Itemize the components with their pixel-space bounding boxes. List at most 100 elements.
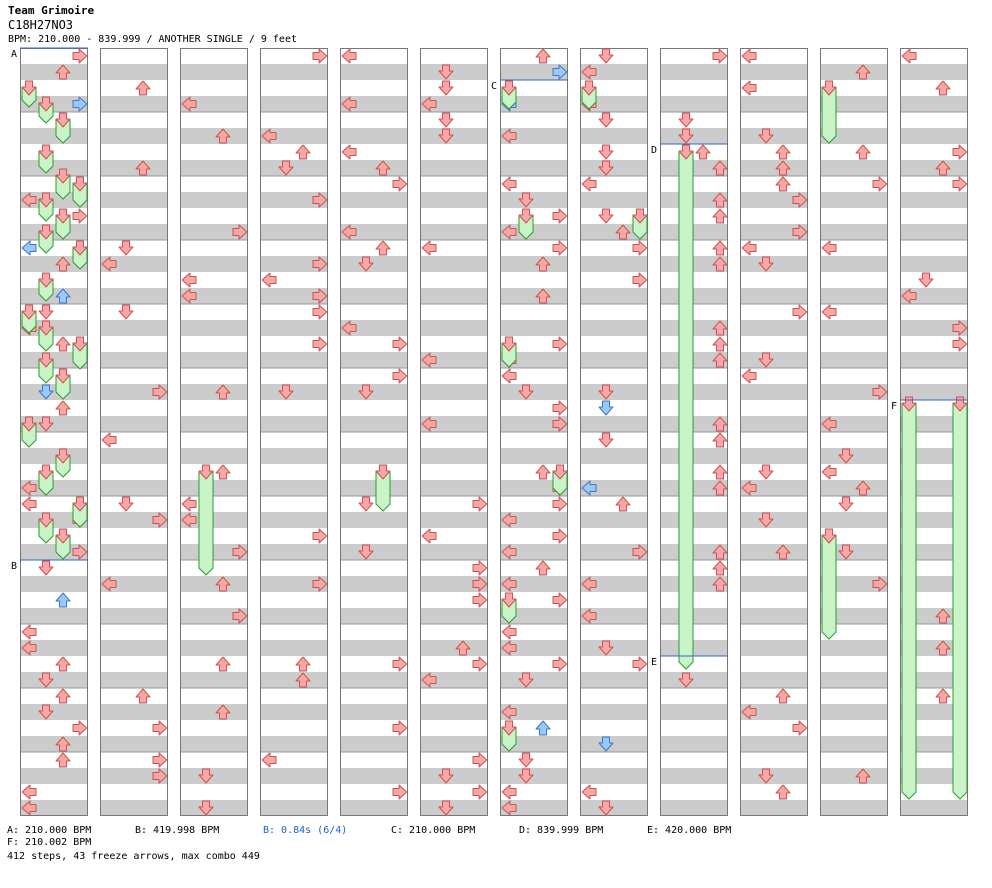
- freeze-arrow-icon: [901, 403, 917, 800]
- arrow-icon: [552, 416, 568, 432]
- arrow-icon: [375, 160, 391, 176]
- bpm-change-d: D: 839.999 BPM: [519, 825, 604, 836]
- arrow-icon: [678, 112, 694, 128]
- arrow-icon: [918, 272, 934, 288]
- arrow-icon: [312, 256, 328, 272]
- arrow-icon: [312, 304, 328, 320]
- arrow-icon: [552, 208, 568, 224]
- arrow-icon: [615, 496, 631, 512]
- arrow-icon: [712, 48, 728, 64]
- arrow-icon: [935, 80, 951, 96]
- arrow-icon: [72, 336, 88, 352]
- chart-column: [660, 48, 728, 816]
- arrow-icon: [421, 240, 437, 256]
- chart-header: Team Grimoire C18H27NO3 BPM: 210.000 - 8…: [8, 4, 297, 46]
- arrow-icon: [358, 496, 374, 512]
- arrow-icon: [472, 560, 488, 576]
- arrow-icon: [598, 160, 614, 176]
- arrow-icon: [438, 800, 454, 816]
- arrow-icon: [55, 64, 71, 80]
- arrow-icon: [38, 416, 54, 432]
- arrow-icon: [38, 672, 54, 688]
- arrow-icon: [181, 496, 197, 512]
- arrow-icon: [792, 224, 808, 240]
- arrow-icon: [21, 640, 37, 656]
- arrow-icon: [392, 656, 408, 672]
- arrow-icon: [215, 384, 231, 400]
- arrow-icon: [72, 96, 88, 112]
- arrow-icon: [152, 512, 168, 528]
- arrow-icon: [712, 480, 728, 496]
- arrow-icon: [72, 544, 88, 560]
- arrow-icon: [935, 640, 951, 656]
- arrow-icon: [21, 784, 37, 800]
- arrow-icon: [198, 768, 214, 784]
- arrow-icon: [55, 736, 71, 752]
- arrow-icon: [118, 304, 134, 320]
- arrow-icon: [855, 64, 871, 80]
- arrow-icon: [535, 288, 551, 304]
- arrow-icon: [501, 512, 517, 528]
- arrow-icon: [341, 320, 357, 336]
- arrow-icon: [72, 720, 88, 736]
- arrow-icon: [38, 352, 54, 368]
- arrow-icon: [472, 752, 488, 768]
- arrow-icon: [392, 784, 408, 800]
- arrow-icon: [552, 528, 568, 544]
- arrow-icon: [758, 256, 774, 272]
- arrow-icon: [501, 128, 517, 144]
- arrow-icon: [312, 48, 328, 64]
- arrow-icon: [55, 112, 71, 128]
- arrow-icon: [101, 576, 117, 592]
- arrow-icon: [341, 48, 357, 64]
- chart-footer: A: 210.000 BPM B: 419.998 BPM B: 0.84s (…: [7, 825, 987, 863]
- arrow-icon: [38, 272, 54, 288]
- arrow-icon: [38, 384, 54, 400]
- bpm-change-f: F: 210.002 BPM: [7, 837, 92, 848]
- arrow-icon: [518, 192, 534, 208]
- arrow-icon: [261, 752, 277, 768]
- arrow-icon: [215, 464, 231, 480]
- arrow-icon: [472, 496, 488, 512]
- arrow-icon: [38, 512, 54, 528]
- arrow-icon: [341, 144, 357, 160]
- arrow-icon: [712, 160, 728, 176]
- arrow-icon: [552, 592, 568, 608]
- arrow-icon: [215, 128, 231, 144]
- arrow-icon: [952, 144, 968, 160]
- arrow-icon: [758, 768, 774, 784]
- arrow-icon: [38, 320, 54, 336]
- speed-marker-label: E: [651, 657, 657, 668]
- arrow-icon: [55, 656, 71, 672]
- chart-column: [820, 48, 888, 816]
- arrow-icon: [581, 784, 597, 800]
- arrow-icon: [678, 672, 694, 688]
- arrow-icon: [741, 80, 757, 96]
- arrow-icon: [261, 272, 277, 288]
- arrow-icon: [472, 592, 488, 608]
- arrow-icon: [552, 336, 568, 352]
- arrow-icon: [472, 656, 488, 672]
- song-title: C18H27NO3: [8, 18, 74, 32]
- arrow-icon: [21, 496, 37, 512]
- arrow-icon: [21, 80, 37, 96]
- arrow-icon: [695, 144, 711, 160]
- arrow-icon: [21, 800, 37, 816]
- arrow-icon: [38, 144, 54, 160]
- arrow-icon: [135, 688, 151, 704]
- arrow-icon: [855, 480, 871, 496]
- arrow-icon: [598, 400, 614, 416]
- arrow-icon: [181, 96, 197, 112]
- arrow-icon: [358, 256, 374, 272]
- arrow-icon: [152, 720, 168, 736]
- chart-column: [340, 48, 408, 816]
- arrow-icon: [232, 544, 248, 560]
- arrow-icon: [535, 256, 551, 272]
- arrow-icon: [741, 48, 757, 64]
- arrow-icon: [152, 752, 168, 768]
- arrow-icon: [215, 656, 231, 672]
- chart-column: [420, 48, 488, 816]
- arrow-icon: [21, 480, 37, 496]
- arrow-icon: [501, 624, 517, 640]
- arrow-icon: [261, 128, 277, 144]
